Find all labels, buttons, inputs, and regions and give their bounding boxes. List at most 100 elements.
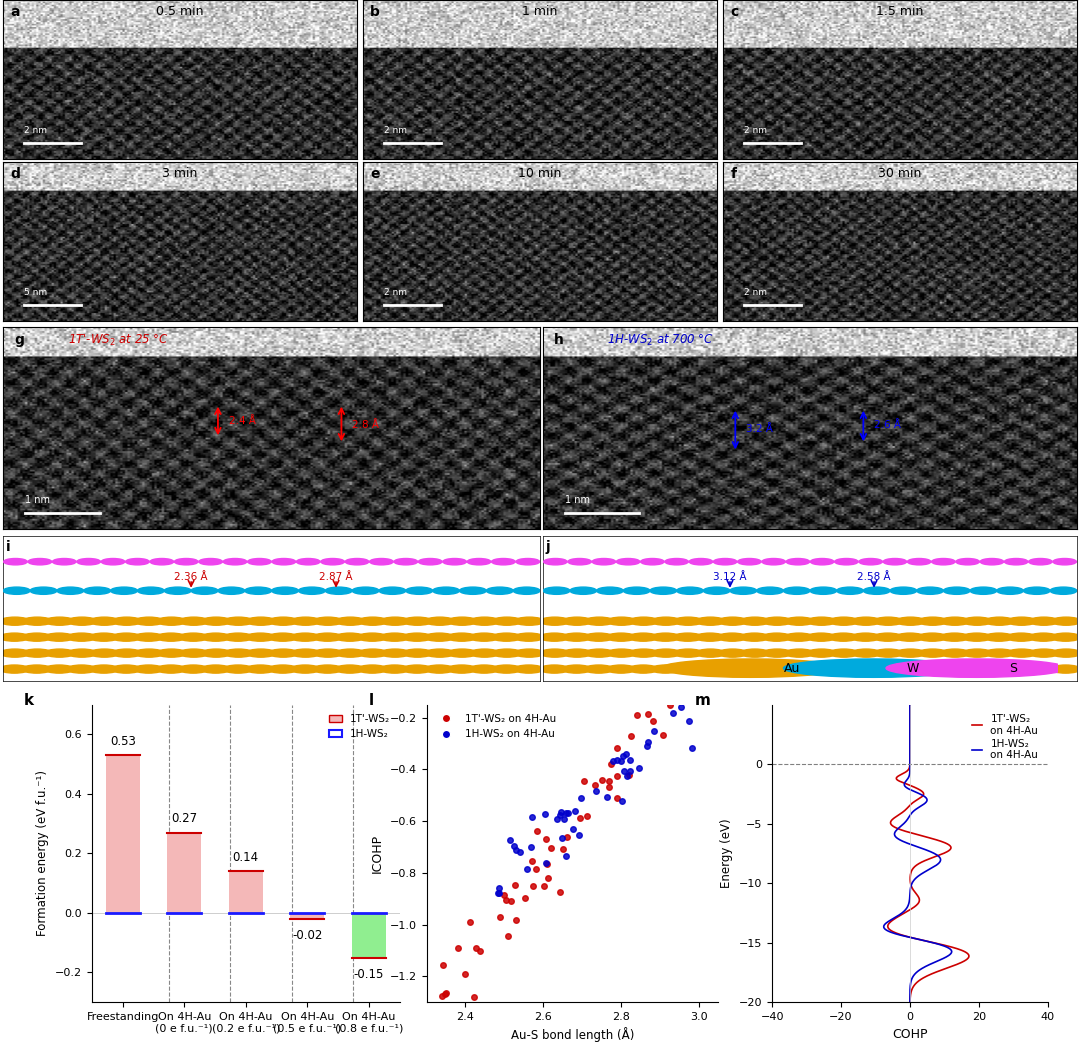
- Text: m: m: [696, 693, 711, 708]
- Circle shape: [761, 633, 792, 641]
- Circle shape: [665, 559, 688, 565]
- Point: [555, 810, 572, 827]
- Circle shape: [486, 587, 513, 594]
- Circle shape: [346, 559, 369, 565]
- Text: 0.27: 0.27: [171, 812, 198, 825]
- Point: [491, 908, 509, 925]
- Circle shape: [1029, 617, 1058, 625]
- Circle shape: [134, 665, 164, 673]
- Circle shape: [379, 633, 409, 641]
- Circle shape: [491, 633, 522, 641]
- Circle shape: [102, 559, 125, 565]
- Circle shape: [246, 617, 275, 625]
- Circle shape: [268, 633, 298, 641]
- Circle shape: [650, 633, 680, 641]
- Circle shape: [895, 633, 924, 641]
- Circle shape: [380, 617, 410, 625]
- Circle shape: [312, 633, 342, 641]
- Circle shape: [23, 649, 52, 657]
- Y-axis label: ICOHP: ICOHP: [372, 834, 384, 873]
- Text: 2 nm: 2 nm: [744, 126, 768, 136]
- 1T'-WS₂
on 4H-Au: [888, 821, 901, 833]
- Point: [638, 738, 656, 755]
- X-axis label: Au-S bond length (Å): Au-S bond length (Å): [511, 1027, 634, 1043]
- Point: [609, 767, 626, 784]
- Circle shape: [459, 587, 486, 594]
- Text: 2.8 Å: 2.8 Å: [352, 420, 379, 430]
- Point: [551, 883, 568, 900]
- Circle shape: [940, 617, 970, 625]
- Circle shape: [584, 617, 615, 625]
- Point: [525, 877, 542, 894]
- Circle shape: [762, 649, 792, 657]
- Point: [430, 1005, 447, 1022]
- Circle shape: [1050, 587, 1077, 594]
- Circle shape: [738, 559, 761, 565]
- Point: [497, 892, 514, 908]
- Point: [552, 807, 569, 824]
- Text: f: f: [730, 167, 737, 181]
- Text: 2.4 Å: 2.4 Å: [229, 416, 256, 426]
- Circle shape: [514, 649, 544, 657]
- Circle shape: [562, 665, 592, 673]
- Circle shape: [67, 633, 96, 641]
- Circle shape: [402, 665, 432, 673]
- Circle shape: [673, 617, 703, 625]
- Circle shape: [562, 617, 592, 625]
- Circle shape: [406, 587, 433, 594]
- Circle shape: [1051, 665, 1080, 673]
- Circle shape: [660, 659, 841, 678]
- Circle shape: [762, 617, 792, 625]
- Circle shape: [447, 633, 476, 641]
- Point: [616, 763, 633, 780]
- Legend: 1T'-WS₂, 1H-WS₂: 1T'-WS₂, 1H-WS₂: [325, 710, 394, 743]
- Circle shape: [125, 559, 149, 565]
- Circle shape: [335, 617, 365, 625]
- Circle shape: [134, 617, 164, 625]
- Circle shape: [539, 665, 569, 673]
- Circle shape: [718, 617, 747, 625]
- Circle shape: [469, 633, 499, 641]
- Circle shape: [84, 587, 110, 594]
- Circle shape: [224, 617, 254, 625]
- Point: [471, 943, 488, 959]
- Circle shape: [23, 617, 52, 625]
- Circle shape: [218, 587, 245, 594]
- Point: [489, 884, 507, 901]
- Circle shape: [325, 587, 352, 594]
- Circle shape: [539, 633, 569, 641]
- Point: [508, 911, 525, 928]
- Y-axis label: Energy (eV): Energy (eV): [720, 818, 733, 888]
- Point: [662, 696, 679, 713]
- Circle shape: [607, 617, 636, 625]
- Circle shape: [851, 617, 881, 625]
- Circle shape: [380, 649, 410, 657]
- Circle shape: [268, 665, 298, 673]
- Circle shape: [623, 587, 650, 594]
- Circle shape: [335, 665, 365, 673]
- Point: [524, 808, 541, 825]
- Point: [518, 861, 536, 878]
- Circle shape: [268, 617, 298, 625]
- Point: [540, 870, 557, 886]
- Circle shape: [44, 617, 75, 625]
- Text: g: g: [14, 333, 24, 347]
- Bar: [352, 912, 386, 957]
- Circle shape: [291, 633, 320, 641]
- Point: [654, 727, 672, 743]
- Circle shape: [984, 633, 1014, 641]
- Circle shape: [246, 649, 275, 657]
- Circle shape: [651, 617, 680, 625]
- Circle shape: [807, 617, 837, 625]
- Circle shape: [312, 665, 342, 673]
- Point: [567, 803, 584, 820]
- Point: [433, 988, 450, 1004]
- Point: [658, 669, 675, 686]
- Text: b: b: [370, 5, 380, 19]
- Circle shape: [592, 559, 616, 565]
- Circle shape: [1007, 649, 1037, 657]
- Point: [639, 734, 657, 751]
- Circle shape: [291, 665, 320, 673]
- Circle shape: [111, 617, 141, 625]
- Circle shape: [468, 559, 490, 565]
